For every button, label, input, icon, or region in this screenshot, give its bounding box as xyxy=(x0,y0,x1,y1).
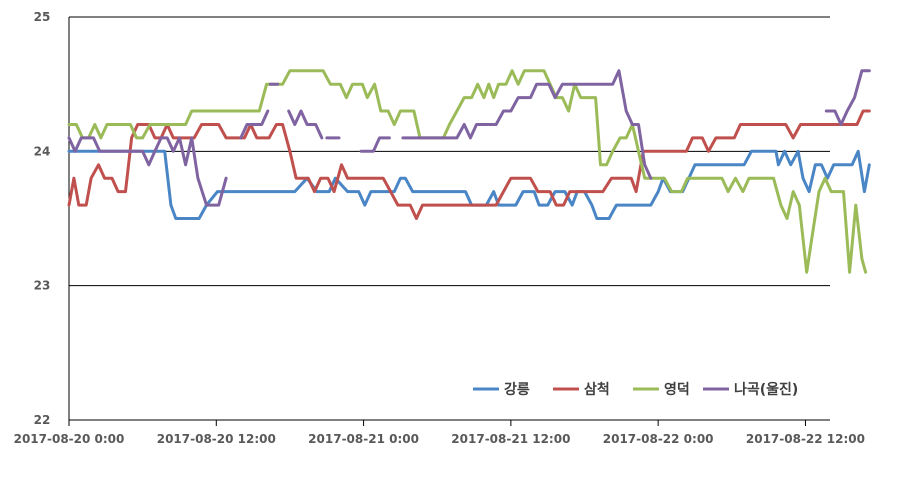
series-line xyxy=(824,69,871,126)
chart-axes xyxy=(68,17,830,426)
x-tick-label: 2017-08-21 0:00 xyxy=(308,432,419,446)
series-line xyxy=(67,69,868,274)
x-tick-label: 2017-08-20 12:00 xyxy=(157,432,276,446)
x-axis-tick-labels: 2017-08-20 0:00 2017-08-20 12:00 2017-08-2… xyxy=(14,432,865,446)
series-line xyxy=(287,109,324,140)
x-tick-label: 2017-08-22 0:00 xyxy=(603,432,714,446)
chart-series xyxy=(67,69,871,274)
series-line xyxy=(67,149,350,220)
legend-label: 강릉 xyxy=(504,381,530,398)
y-tick-label: 24 xyxy=(34,144,51,158)
y-tick-label: 22 xyxy=(34,413,51,427)
y-tick-label: 23 xyxy=(34,279,51,293)
y-tick-label: 25 xyxy=(34,10,51,24)
chart-gridlines xyxy=(69,16,830,287)
y-axis-tick-labels: 22 23 24 25 xyxy=(34,10,51,427)
series-line xyxy=(67,109,871,220)
legend-label: 삼척 xyxy=(584,382,610,398)
series-line xyxy=(401,69,653,180)
series-line xyxy=(359,136,391,153)
legend-label: 나곡(울진) xyxy=(734,381,798,398)
x-tick-label: 2017-08-20 0:00 xyxy=(14,432,125,446)
series-line xyxy=(239,109,270,140)
chart-legend: 강릉 삼척 영덕 나곡(울진) xyxy=(473,381,798,398)
series-line xyxy=(347,149,871,220)
legend-label: 영덕 xyxy=(664,381,690,398)
x-tick-label: 2017-08-22 12:00 xyxy=(746,432,865,446)
series-line xyxy=(67,136,228,207)
x-tick-label: 2017-08-21 12:00 xyxy=(451,432,570,446)
